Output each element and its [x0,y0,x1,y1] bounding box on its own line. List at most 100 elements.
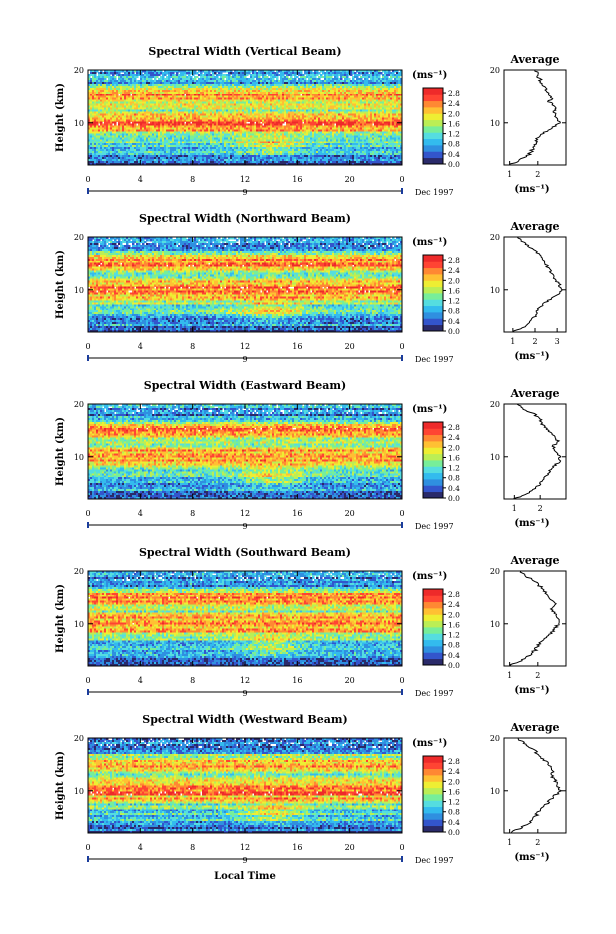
heatmap-cell [310,70,313,73]
heatmap-cell [272,99,275,102]
heatmap-cell [134,95,137,99]
heatmap-cell [154,119,157,122]
heatmap-cell [296,121,299,124]
heatmap-cell [158,107,161,110]
heatmap-cell [208,83,211,87]
heatmap-cell [366,95,369,99]
heatmap-cell [328,71,331,75]
heatmap-cell [204,123,207,126]
heatmap-cell [168,115,171,118]
heatmap-cell [302,81,305,85]
heatmap-cell [136,71,139,75]
heatmap-cell [202,93,205,97]
heatmap-cell [358,83,361,87]
heatmap-cell [166,119,169,122]
heatmap-cell [268,81,271,85]
heatmap-cell [100,93,103,97]
heatmap-cell [260,113,263,116]
heatmap-cell [340,75,343,79]
heatmap-cell [288,117,291,120]
heatmap-cell [90,115,93,118]
heatmap-cell [182,85,185,89]
heatmap-cell [244,85,247,89]
heatmap-cell [258,133,261,136]
heatmap-cell [304,117,307,120]
heatmap-cell [220,95,223,99]
heatmap-cell [282,73,285,77]
heatmap-cell [246,129,249,132]
heatmap-cell [98,127,101,130]
heatmap-cell [394,107,397,110]
heatmap-cell [374,93,377,97]
heatmap-cell [98,77,101,81]
heatmap-cell [118,123,121,126]
heatmap-cell [164,70,167,73]
heatmap-cell [246,99,249,102]
heatmap-cell [212,99,215,102]
heatmap-cell [150,119,153,122]
heatmap-cell [112,79,115,83]
heatmap-cell [278,125,281,128]
heatmap-cell [196,123,199,126]
heatmap-cell [90,70,93,73]
heatmap-cell [358,91,361,95]
heatmap-cell [382,119,385,122]
heatmap-cell [146,107,149,110]
heatmap-cell [324,71,327,75]
heatmap-cell [112,127,115,130]
heatmap-cell [256,73,259,77]
heatmap-cell [366,131,369,134]
heatmap-cell [384,75,387,79]
heatmap-cell [208,81,211,85]
heatmap-cell [212,109,215,112]
heatmap-cell [346,119,349,122]
heatmap-cell [214,97,217,100]
heatmap-cell [352,103,355,106]
heatmap-cell [202,123,205,126]
heatmap-cell [168,109,171,112]
heatmap-cell [376,129,379,132]
heatmap-cell [248,113,251,116]
heatmap-cell [216,77,219,81]
heatmap-cell [394,99,397,102]
heatmap-cell [368,81,371,85]
heatmap-cell [182,71,185,75]
heatmap-cell [378,77,381,81]
heatmap-cell [372,91,375,95]
heatmap-cell [220,109,223,112]
heatmap-cell [222,123,225,126]
heatmap-cell [286,109,289,112]
heatmap-cell [364,131,367,134]
heatmap-cell [358,119,361,122]
heatmap-cell [286,123,289,126]
heatmap-cell [92,119,95,122]
heatmap-cell [306,109,309,112]
heatmap-cell [400,115,403,118]
heatmap-cell [288,109,291,112]
heatmap-cell [278,127,281,130]
heatmap-cell [228,89,231,93]
heatmap-cell [382,107,385,110]
heatmap-cell [342,87,345,91]
heatmap-cell [210,95,213,99]
heatmap-cell [224,93,227,97]
heatmap-cell [216,111,219,114]
heatmap-cell [324,85,327,89]
heatmap-cell [382,70,385,73]
heatmap-cell [168,117,171,120]
heatmap-cell [396,131,399,134]
heatmap-cell [334,83,337,87]
heatmap-cell [326,70,329,73]
heatmap-cell [388,117,391,120]
heatmap-cell [122,93,125,97]
heatmap-cell [124,119,127,122]
heatmap-cell [144,79,147,83]
heatmap-cell [314,93,317,97]
heatmap-cell [360,115,363,118]
heatmap-cell [198,121,201,124]
heatmap-cell [268,103,271,106]
heatmap-cell [290,79,293,83]
heatmap-cell [310,127,313,130]
heatmap-cell [286,95,289,99]
heatmap-cell [218,121,221,124]
